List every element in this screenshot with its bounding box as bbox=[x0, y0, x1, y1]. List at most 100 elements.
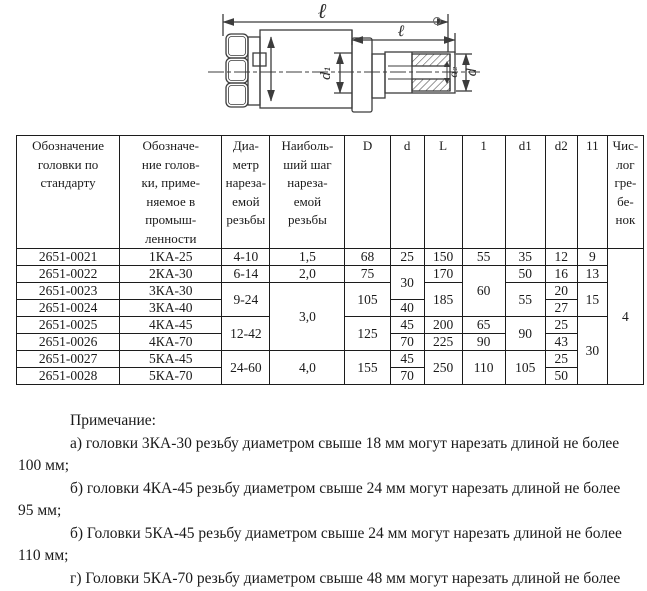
notes-title: Примечание: bbox=[70, 412, 156, 429]
table-cell: 105 bbox=[504, 350, 546, 385]
table-cell: 24-60 bbox=[221, 350, 271, 385]
col-header-max-pitch: Наиболь- ший шаг нареза- емой резьбы bbox=[269, 135, 346, 249]
table-cell: 45 bbox=[389, 316, 425, 334]
table-cell: 43 bbox=[544, 333, 578, 351]
table-cell: 90 bbox=[504, 316, 546, 351]
table-cell: 2651-0028 bbox=[15, 367, 121, 385]
table-cell: 2КА-30 bbox=[119, 265, 223, 283]
table-cell: 155 bbox=[344, 350, 391, 385]
scan-mark-circle bbox=[433, 17, 441, 25]
dim-label-d2: d₂ bbox=[448, 67, 460, 78]
table-row: 2651-0021 1КА-25 4-10 1,5 68 25 150 55 3… bbox=[15, 248, 645, 385]
table-cell: 12-42 bbox=[221, 316, 271, 351]
table-cell: 9 bbox=[576, 248, 608, 266]
table-cell: 170 bbox=[423, 265, 463, 283]
table-cell: 150 bbox=[423, 248, 463, 266]
table-row: 2651-0026 4КА-70 70 225 90 43 bbox=[15, 333, 644, 351]
table-cell: 2651-0022 bbox=[15, 265, 121, 283]
neck bbox=[371, 53, 386, 99]
note-item-b2: б) Головки 5КА-45 резьбу диаметром свыше… bbox=[18, 524, 622, 565]
d2-arrow-up bbox=[444, 61, 450, 67]
table-cell: 20 bbox=[544, 282, 578, 300]
table-cell: 35 bbox=[504, 248, 546, 266]
table-cell: 30 bbox=[389, 265, 425, 300]
collar-ring-mid-inner bbox=[228, 60, 246, 81]
head-body bbox=[259, 29, 353, 109]
table-row: 2651-0024 3КА-40 40 27 bbox=[15, 299, 644, 317]
shank bbox=[384, 51, 456, 94]
table-cell: 125 bbox=[344, 316, 391, 351]
table-cell: 3КА-30 bbox=[119, 282, 223, 300]
table-cell: 200 bbox=[423, 316, 463, 334]
table-cell: 250 bbox=[423, 350, 463, 385]
table-cell: 1,5 bbox=[269, 248, 346, 266]
table-cell: 65 bbox=[461, 316, 506, 334]
header-row: Обозначение головки по стандарту Обознач… bbox=[15, 135, 645, 249]
table-cell: 6-14 bbox=[221, 265, 271, 283]
table-cell: 16 bbox=[544, 265, 578, 283]
table-cell: 1КА-25 bbox=[119, 248, 223, 266]
table-row: 2651-0028 5КА-70 70 50 bbox=[15, 367, 644, 385]
table-cell: 4-10 bbox=[221, 248, 271, 266]
table-cell: 2651-0023 bbox=[15, 282, 121, 300]
dim-label-overall-length: ℓ bbox=[318, 0, 327, 23]
table-cell: 50 bbox=[544, 367, 578, 385]
table-cell: 2,0 bbox=[269, 265, 346, 283]
table-row: 2651-0022 2КА-30 6-14 2,0 75 30 170 60 5… bbox=[15, 265, 644, 317]
table-cell: 25 bbox=[544, 316, 578, 334]
col-header-D: D bbox=[344, 135, 391, 249]
table-cell: 2651-0024 bbox=[15, 299, 121, 317]
table-cell: 5КА-45 bbox=[119, 350, 223, 368]
table-cell: 3,0 bbox=[269, 282, 346, 351]
note-item-b1: б) головки 4КА-45 резьбу диаметром свыше… bbox=[18, 479, 621, 520]
table-cell: 4,0 bbox=[269, 350, 346, 385]
table-cell: 5КА-70 bbox=[119, 367, 223, 385]
table-cell: 75 bbox=[344, 265, 391, 283]
col-header-l: 1 bbox=[461, 135, 506, 249]
col-header-l1: 11 bbox=[576, 135, 608, 249]
spec-table: Обозначение головки по стандарту Обознач… bbox=[15, 135, 645, 385]
flange bbox=[351, 37, 373, 113]
col-header-designation-industry: Обозначе- ние голов- ки, приме- няемое в… bbox=[119, 135, 223, 249]
table-cell: 90 bbox=[461, 333, 506, 351]
tech-drawing: ℓ ℓ d₁ d₂ d bbox=[0, 0, 647, 133]
collar-ring-bottom-inner bbox=[228, 85, 246, 105]
table-cell: 25 bbox=[544, 350, 578, 368]
table-cell: 55 bbox=[461, 248, 506, 266]
notes-section: Примечание: а) головки 3КА-30 резьбу диа… bbox=[18, 410, 630, 591]
table-cell: 13 bbox=[576, 265, 608, 283]
table-cell: 4КА-45 bbox=[119, 316, 223, 334]
thread-hatch-bottom bbox=[411, 78, 451, 92]
table-cell: 2651-0021 bbox=[15, 248, 121, 266]
col-header-comb-count: Чис- лог гре- бе- нок bbox=[606, 135, 645, 249]
table-row: 2651-0023 3КА-30 9-24 3,0 105 185 55 20 … bbox=[15, 282, 644, 351]
table-cell: 9-24 bbox=[221, 282, 271, 317]
table-cell: 3КА-40 bbox=[119, 299, 223, 317]
table-cell: 27 bbox=[544, 299, 578, 317]
table-cell: 225 bbox=[423, 333, 463, 351]
table-cell: 4КА-70 bbox=[119, 333, 223, 351]
table-row: 2651-0027 5КА-45 24-60 4,0 155 45 250 11… bbox=[15, 350, 644, 385]
col-header-L: L bbox=[423, 135, 463, 249]
table-cell: 55 bbox=[504, 282, 546, 317]
table-cell: 70 bbox=[389, 367, 425, 385]
dim-label-d: d bbox=[465, 68, 480, 76]
collar-ring-top-inner bbox=[228, 36, 246, 56]
table-cell: 110 bbox=[461, 350, 506, 385]
table-cell: 45 bbox=[389, 350, 425, 368]
note-item-g: г) Головки 5КА-70 резьбу диаметром свыше… bbox=[70, 569, 621, 587]
table-cell: 25 bbox=[389, 248, 425, 266]
dim-label-shank-length: ℓ bbox=[398, 21, 405, 40]
col-header-d: d bbox=[389, 135, 425, 249]
table-cell: 60 bbox=[461, 265, 506, 317]
col-header-thread-diameter: Диа- метр нареза- емой резьбы bbox=[221, 135, 271, 249]
table-cell: 185 bbox=[423, 282, 463, 317]
dim-label-d1: d₁ bbox=[319, 66, 334, 80]
table-cell: 50 bbox=[504, 265, 546, 283]
d2-arrow-down bbox=[444, 78, 450, 84]
table-cell: 105 bbox=[344, 282, 391, 317]
table-cell: 70 bbox=[389, 333, 425, 351]
table-cell: 15 bbox=[576, 282, 608, 317]
col-header-d2: d2 bbox=[544, 135, 578, 249]
